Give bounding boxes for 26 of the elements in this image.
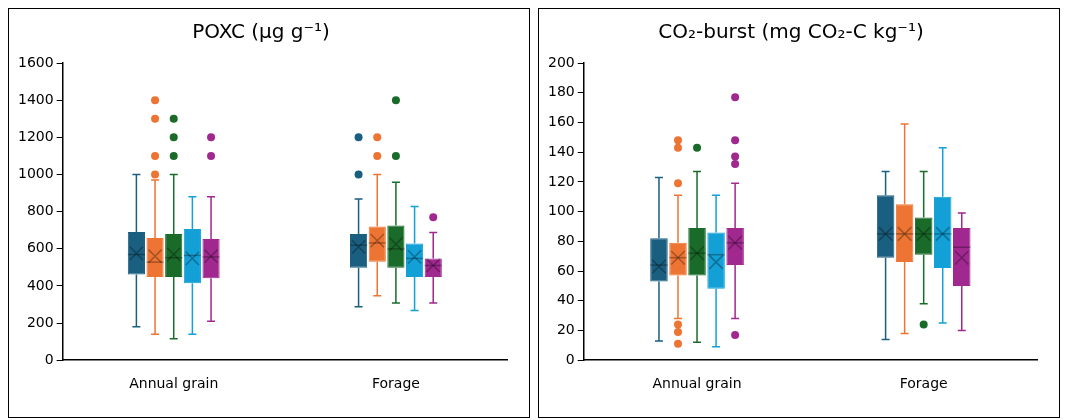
y-tick-label: 180 (547, 83, 575, 100)
y-tick-label: 800 (26, 202, 54, 219)
x-tick-label: Forage (371, 375, 420, 392)
x-tick-label: Annual grain (129, 375, 219, 392)
y-tick-label: 60 (556, 261, 575, 278)
y-tick-label: 120 (547, 172, 575, 189)
y-tick-label: 40 (556, 291, 575, 308)
y-tick-label: 200 (26, 313, 54, 330)
y-tick-label: 140 (547, 142, 575, 159)
y-tick-label: 1400 (17, 90, 54, 107)
y-tick-label: 0 (44, 350, 54, 367)
y-tick-label: 0 (565, 350, 575, 367)
y-tick-label: 600 (26, 239, 54, 256)
chart-title: CO₂-burst (mg CO₂-C kg⁻¹) (658, 19, 924, 44)
x-tick-label: Annual grain (652, 375, 742, 392)
y-tick-label: 20 (556, 321, 575, 338)
y-tick-label: 1600 (17, 53, 54, 70)
y-tick-label: 100 (547, 202, 575, 219)
y-tick-label: 160 (547, 113, 575, 130)
y-tick-label: 1200 (17, 127, 54, 144)
y-tick-label: 200 (547, 53, 575, 70)
y-tick-label: 1000 (17, 165, 54, 182)
x-tick-label: Forage (899, 375, 948, 392)
chart-title: POXC (µg g⁻¹) (192, 19, 330, 44)
y-tick-label: 80 (556, 231, 575, 248)
y-tick-label: 400 (26, 276, 54, 293)
